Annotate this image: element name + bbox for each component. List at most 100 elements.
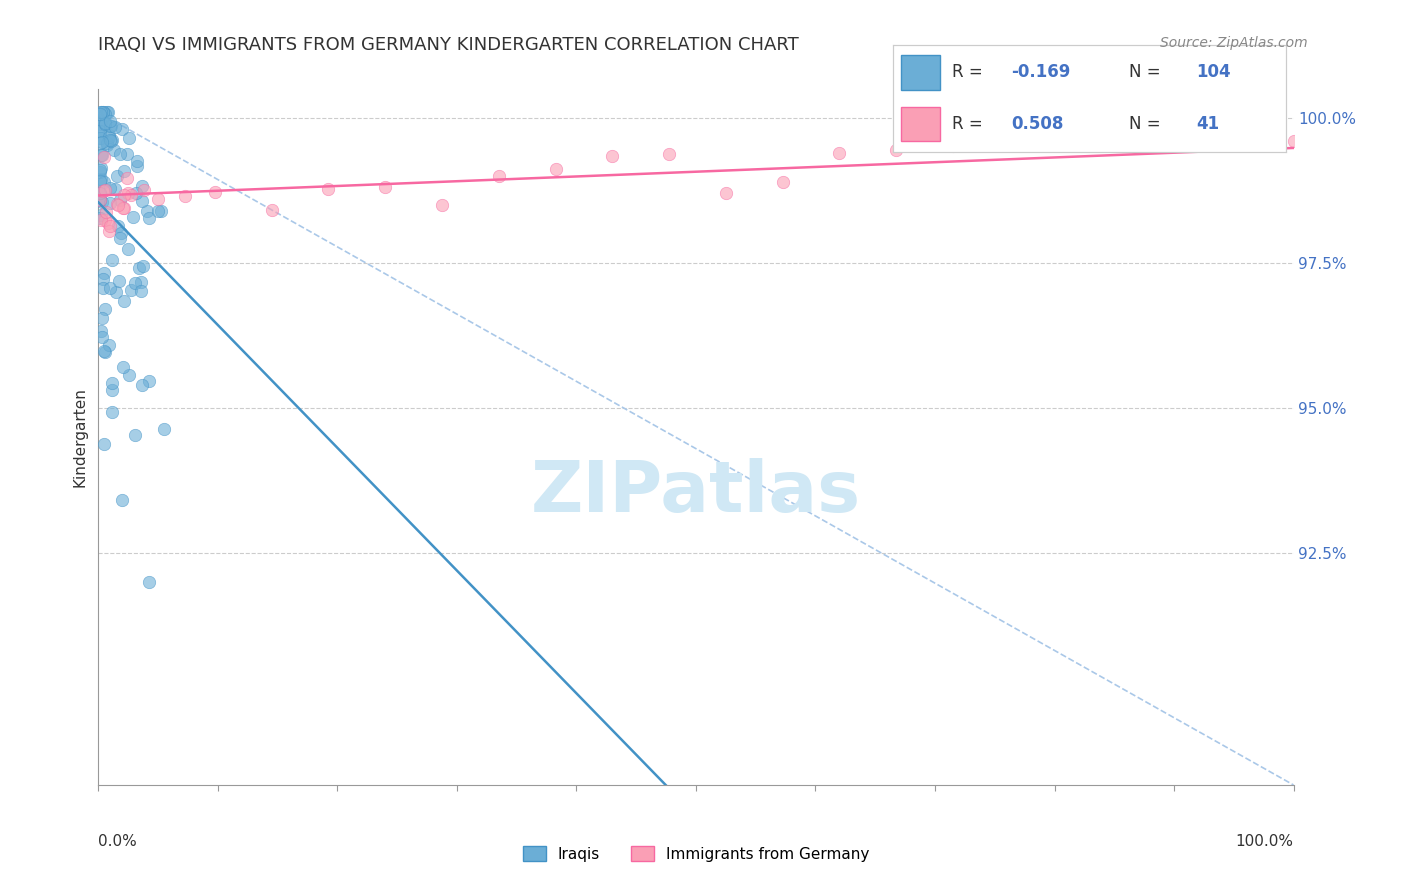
Point: [93, 343, 115, 358]
Point: [90, 113, 112, 128]
Point: [93, 266, 115, 280]
Point: [828, 146, 851, 161]
Point: [544, 161, 567, 176]
Point: [714, 186, 737, 200]
Point: [117, 186, 139, 200]
Point: [112, 359, 135, 374]
Point: [98, 120, 121, 134]
Point: [105, 169, 128, 183]
Point: [94, 205, 117, 219]
Point: [91, 281, 114, 295]
Point: [100, 134, 122, 148]
Point: [112, 293, 135, 308]
Point: [112, 202, 135, 216]
Point: [89, 119, 111, 133]
Point: [96, 138, 118, 153]
Point: [111, 122, 134, 136]
Point: [91, 105, 114, 120]
Point: [146, 204, 169, 219]
Point: [117, 242, 139, 256]
Point: [91, 310, 114, 325]
Point: [138, 574, 160, 589]
Point: [89, 164, 111, 178]
Point: [100, 119, 122, 133]
Point: [110, 193, 132, 207]
Point: [138, 374, 160, 388]
Text: 0.508: 0.508: [1011, 115, 1063, 133]
Point: [107, 198, 129, 212]
Point: [94, 212, 117, 227]
Point: [89, 131, 111, 145]
Text: -0.169: -0.169: [1011, 63, 1070, 81]
Point: [104, 120, 127, 134]
Point: [117, 146, 139, 161]
Point: [93, 271, 115, 285]
Point: [97, 130, 120, 145]
Point: [89, 136, 111, 151]
Point: [89, 186, 111, 200]
Point: [772, 175, 794, 189]
Point: [94, 117, 117, 131]
Point: [100, 252, 122, 267]
Point: [107, 219, 129, 233]
Point: [98, 114, 121, 128]
Point: [430, 198, 453, 212]
Point: [129, 275, 152, 289]
Point: [90, 195, 112, 210]
Point: [105, 285, 128, 299]
Point: [90, 148, 112, 162]
Point: [96, 105, 118, 120]
Point: [108, 146, 131, 161]
Point: [91, 135, 114, 149]
Point: [89, 124, 111, 138]
Point: [112, 163, 135, 178]
Text: 41: 41: [1197, 115, 1219, 133]
Point: [96, 136, 118, 150]
Point: [103, 143, 125, 157]
Point: [93, 175, 115, 189]
Point: [90, 117, 112, 131]
Point: [93, 436, 115, 450]
Point: [121, 210, 143, 224]
Point: [204, 185, 226, 199]
Point: [100, 376, 122, 390]
Point: [173, 189, 195, 203]
Point: [117, 131, 139, 145]
Point: [89, 194, 111, 208]
Point: [89, 106, 111, 120]
Point: [89, 193, 111, 207]
Point: [138, 211, 160, 225]
Point: [1226, 120, 1249, 135]
Point: [120, 283, 142, 297]
Point: [1054, 132, 1078, 146]
Point: [127, 159, 149, 173]
Point: [98, 196, 121, 211]
Text: IRAQI VS IMMIGRANTS FROM GERMANY KINDERGARTEN CORRELATION CHART: IRAQI VS IMMIGRANTS FROM GERMANY KINDERG…: [98, 36, 799, 54]
Point: [93, 106, 115, 120]
Point: [110, 226, 132, 240]
Point: [90, 131, 112, 145]
Point: [94, 106, 117, 120]
Point: [135, 204, 157, 219]
Legend: Iraqis, Immigrants from Germany: Iraqis, Immigrants from Germany: [516, 839, 876, 868]
Text: ZIPatlas: ZIPatlas: [531, 458, 860, 527]
Text: 0.0%: 0.0%: [98, 834, 138, 849]
Point: [100, 383, 122, 397]
Point: [90, 147, 112, 161]
Point: [101, 405, 124, 419]
Point: [104, 182, 127, 196]
Point: [90, 212, 112, 227]
Point: [100, 281, 122, 295]
Point: [90, 171, 112, 186]
Text: R =: R =: [952, 63, 988, 81]
Point: [115, 171, 138, 186]
Bar: [901, 107, 941, 141]
Point: [90, 208, 112, 222]
Point: [118, 368, 141, 383]
Point: [942, 139, 965, 153]
Point: [111, 493, 134, 508]
Y-axis label: Kindergarten: Kindergarten: [72, 387, 87, 487]
Point: [318, 182, 340, 196]
Point: [91, 105, 114, 120]
Point: [89, 211, 111, 225]
